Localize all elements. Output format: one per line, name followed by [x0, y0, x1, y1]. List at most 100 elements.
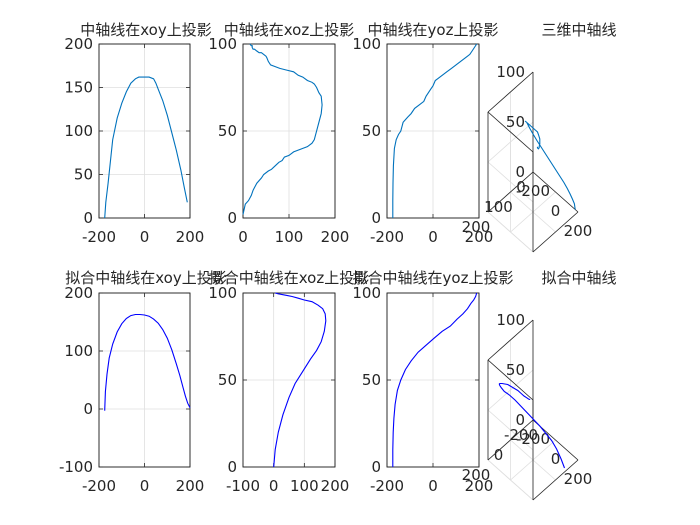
series-line [104, 76, 188, 219]
x-tick-label: 200 [176, 477, 205, 495]
z-tick-label: 100 [496, 311, 525, 329]
x-tick-label: 0 [428, 228, 438, 246]
y-tick-label: 50 [218, 371, 237, 389]
axis-x [532, 171, 579, 213]
y-tick-label: 0 [83, 400, 93, 418]
subplot-title: 三维中轴线 [541, 21, 616, 39]
z-tick-label: 0 [515, 411, 525, 429]
axes-border [242, 43, 336, 219]
pane-edge [487, 111, 534, 153]
x-tick-label: 200 [321, 477, 350, 495]
series-line [242, 43, 323, 215]
x-tick-label: 0 [551, 202, 561, 220]
axes-border [386, 292, 480, 468]
grid-line-z [487, 369, 534, 411]
subplot-title: 拟合中轴线在xoy上投影 [65, 269, 226, 287]
series-line [498, 382, 566, 469]
grid-line-z [487, 161, 534, 203]
series-line [104, 313, 191, 411]
x-tick-label: -200 [82, 477, 116, 495]
y-tick-label: 0 [83, 209, 93, 227]
x-tick-label: 0 [238, 228, 248, 246]
y-tick-label: -200 [504, 426, 538, 444]
y-tick-label: 100 [352, 35, 381, 53]
grid-line-z [487, 211, 534, 253]
y-tick-label: -100 [59, 458, 93, 476]
x-tick-label: 200 [564, 470, 593, 488]
x-tick-label: 200 [465, 477, 494, 495]
grid-line-z [487, 409, 534, 451]
axis-y [487, 419, 534, 461]
y-tick-label: 50 [218, 122, 237, 140]
pane-edge [532, 459, 579, 501]
y-tick-label: 200 [462, 466, 491, 484]
y-tick-label: 0 [227, 209, 237, 227]
x-tick-label: -200 [370, 477, 404, 495]
pane-edge [487, 71, 534, 113]
grid-line-z [487, 459, 534, 501]
y-tick-label: 100 [208, 284, 237, 302]
subplot-title: 拟合中轴线 [541, 269, 616, 287]
y-tick-label: 100 [64, 342, 93, 360]
series-line [524, 120, 576, 210]
subplot-title: 拟合中轴线在yoz上投影 [353, 269, 514, 287]
x-tick-label: 100 [275, 228, 304, 246]
y-tick-label: 150 [64, 79, 93, 97]
series-line [392, 292, 478, 467]
axes-border [242, 292, 336, 468]
y-tick-label: 100 [64, 122, 93, 140]
x-tick-label: -200 [516, 182, 550, 200]
subplot-title: 拟合中轴线在xoz上投影 [209, 269, 369, 287]
y-tick-label: 0 [516, 178, 526, 196]
x-tick-label: 200 [321, 228, 350, 246]
y-tick-label: 100 [208, 35, 237, 53]
y-tick-label: 200 [64, 284, 93, 302]
x-tick-label: 0 [140, 477, 150, 495]
x-tick-label: -200 [370, 228, 404, 246]
x-tick-label: 200 [564, 222, 593, 240]
y-tick-label: 50 [74, 166, 93, 184]
x-tick-label: 200 [465, 228, 494, 246]
pane-edge [487, 359, 534, 401]
x-tick-label: 200 [176, 228, 205, 246]
subplot-title: 中轴线在xoz上投影 [224, 21, 354, 39]
subplot-title: 中轴线在yoz上投影 [368, 21, 499, 39]
y-tick-label: 0 [371, 458, 381, 476]
axes-border [386, 43, 480, 219]
x-tick-label: 100 [290, 477, 319, 495]
y-tick-label: 100 [352, 284, 381, 302]
y-tick-label: 0 [227, 458, 237, 476]
pane-edge [532, 211, 579, 253]
axis-y [487, 171, 534, 213]
x-tick-label: 0 [140, 228, 150, 246]
z-tick-label: 50 [506, 113, 525, 131]
y-tick-label: 100 [484, 198, 513, 216]
z-tick-label: 50 [506, 361, 525, 379]
x-tick-label: -200 [82, 228, 116, 246]
series-line [273, 292, 327, 468]
z-tick-label: 100 [496, 63, 525, 81]
x-tick-label: 0 [269, 477, 279, 495]
y-tick-label: 200 [64, 35, 93, 53]
y-tick-label: 0 [371, 209, 381, 227]
y-tick-label: 50 [362, 122, 381, 140]
axes-border [98, 292, 191, 468]
axes-border [98, 43, 191, 219]
z-tick-label: 0 [515, 163, 525, 181]
subplot-title: 中轴线在xoy上投影 [80, 21, 211, 39]
x-tick-label: 0 [551, 450, 561, 468]
y-tick-label: 50 [362, 371, 381, 389]
y-tick-label: 0 [494, 446, 504, 464]
x-tick-label: 0 [428, 477, 438, 495]
x-tick-label: -200 [516, 430, 550, 448]
y-tick-label: 200 [462, 218, 491, 236]
